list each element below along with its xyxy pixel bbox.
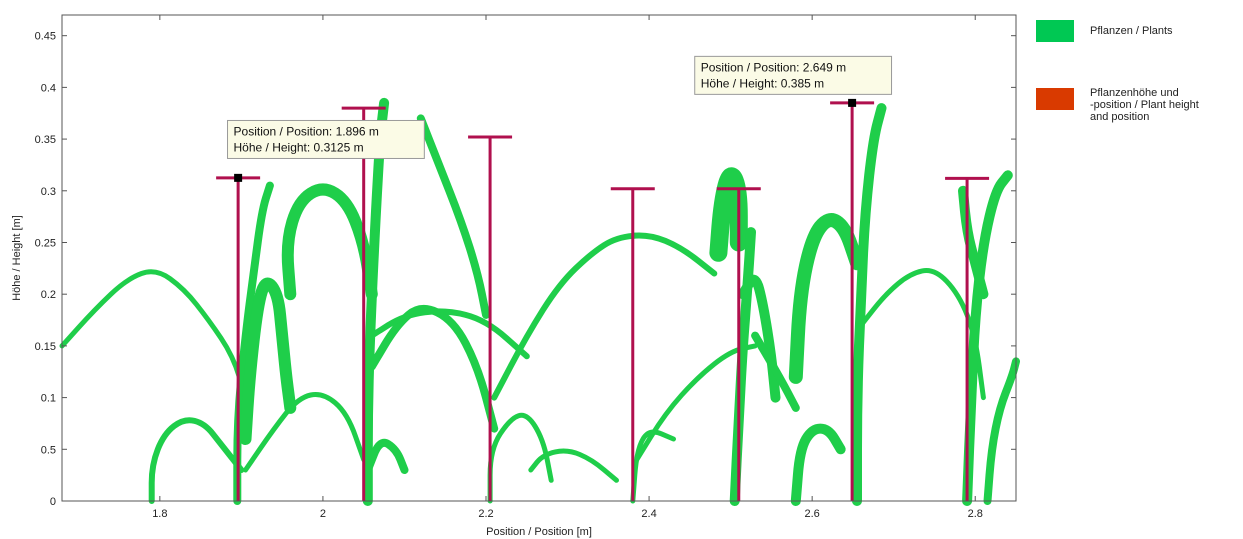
plant-leaf bbox=[148, 417, 245, 504]
legend-label-line: -position / Plant height bbox=[1090, 99, 1199, 111]
datatip-box bbox=[227, 119, 425, 159]
plant-leaf bbox=[528, 448, 619, 483]
y-tick-label: 0.5 bbox=[41, 444, 56, 456]
plant-leaf bbox=[416, 114, 490, 319]
x-tick-label: 2.2 bbox=[478, 508, 493, 520]
legend-label-markers: Pflanzenhöhe und -position / Plant height… bbox=[1090, 87, 1199, 123]
datatip-box bbox=[694, 55, 893, 95]
x-tick-label: 2 bbox=[320, 508, 326, 520]
y-axis-ticks: 0 0.5 0.1 0.15 0.2 0.25 0.3 0.35 0.4 0.45 bbox=[35, 31, 1016, 508]
y-tick-label: 0.1 bbox=[41, 393, 56, 405]
x-tick-label: 1.8 bbox=[152, 508, 167, 520]
y-tick-label: 0.4 bbox=[41, 82, 56, 94]
plant-markers-layer bbox=[216, 101, 990, 501]
plant-leaf bbox=[983, 357, 1020, 505]
plot-frame bbox=[61, 14, 1017, 502]
plant-leaf bbox=[491, 232, 718, 401]
y-tick-label: 0 bbox=[50, 496, 56, 508]
plant-leaf bbox=[367, 305, 499, 433]
y-tick-label: 0.15 bbox=[35, 341, 56, 353]
legend-label-line: and position bbox=[1090, 111, 1149, 123]
datatips-layer: Position / Position: 1.896 m Höhe / Heigh… bbox=[227, 55, 893, 182]
y-axis-title: Höhe / Height [m] bbox=[11, 215, 23, 301]
datatip-height: Höhe / Height: 0.385 m bbox=[701, 76, 824, 90]
x-tick-label: 2.6 bbox=[805, 508, 820, 520]
plant-leaf bbox=[852, 103, 887, 506]
plant-leaf bbox=[362, 97, 390, 506]
y-tick-label: 0.25 bbox=[35, 237, 56, 249]
legend-label-line: Pflanzenhöhe und bbox=[1090, 87, 1179, 99]
legend-label-plants: Pflanzen / Plants bbox=[1090, 25, 1173, 37]
plant-leaf bbox=[751, 331, 800, 412]
plant-leaf bbox=[239, 277, 297, 445]
plant-leaf bbox=[281, 183, 378, 301]
datatip-height: Höhe / Height: 0.3125 m bbox=[234, 140, 364, 154]
plant-leaf bbox=[368, 308, 530, 360]
datatip-marker[interactable] bbox=[234, 173, 243, 182]
datatip-marker[interactable] bbox=[848, 98, 857, 107]
plant-leaf bbox=[962, 170, 1013, 506]
x-axis-title: Position / Position [m] bbox=[486, 526, 592, 538]
plant-leaf bbox=[59, 269, 248, 401]
x-tick-label: 2.4 bbox=[641, 508, 656, 520]
x-tick-label: 2.8 bbox=[968, 508, 983, 520]
plant-leaf bbox=[788, 213, 864, 384]
legend: Pflanzen / Plants Pflanzenhöhe und -posit… bbox=[1036, 20, 1199, 123]
y-tick-label: 0.2 bbox=[41, 289, 56, 301]
legend-swatch-markers bbox=[1036, 88, 1074, 110]
datatip-position: Position / Position: 2.649 m bbox=[701, 60, 846, 74]
plant-leaf bbox=[243, 392, 367, 473]
plant-leaf bbox=[790, 423, 846, 506]
plant-leaf bbox=[634, 343, 758, 463]
plant-leaf bbox=[729, 227, 756, 506]
y-tick-label: 0.3 bbox=[41, 186, 56, 198]
legend-swatch-plants bbox=[1036, 20, 1074, 42]
y-tick-label: 0.35 bbox=[35, 134, 56, 146]
datatip-position: Position / Position: 1.896 m bbox=[234, 124, 379, 138]
x-axis-ticks: 1.8 2 2.2 2.4 2.6 2.8 bbox=[152, 15, 983, 520]
plant-leaf bbox=[363, 438, 409, 474]
y-tick-label: 0.45 bbox=[35, 31, 56, 43]
plant-leaf bbox=[737, 274, 781, 403]
